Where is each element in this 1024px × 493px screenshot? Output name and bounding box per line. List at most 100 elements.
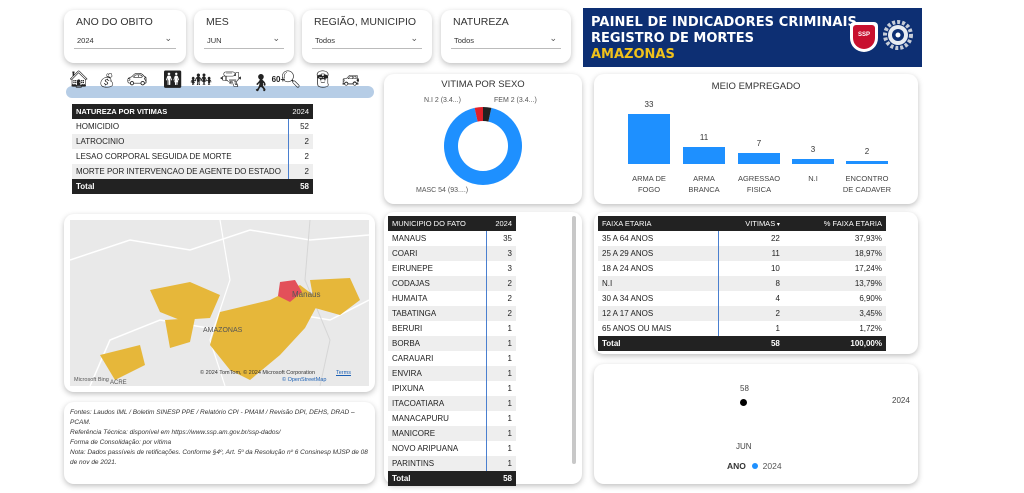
- table-row[interactable]: 12 A 17 ANOS 2 3,45%: [598, 306, 886, 321]
- filter-dropdown[interactable]: Todos ⌄: [312, 33, 422, 49]
- cell-label: NOVO ARIPUANA: [388, 441, 487, 456]
- cell-label: 35 A 64 ANOS: [598, 231, 719, 246]
- bar[interactable]: [792, 159, 834, 164]
- police-icon[interactable]: 👮︎: [312, 70, 334, 89]
- cell-label: MORTE POR INTERVENCAO DE AGENTE DO ESTAD…: [72, 164, 288, 179]
- table-row[interactable]: MANICORE 1: [388, 426, 516, 441]
- map-view[interactable]: Manaus AMAZONAS ACRE © 2024 TomTom, © 20…: [70, 220, 369, 386]
- column-header[interactable]: MUNICIPIO DO FATO: [392, 219, 466, 228]
- table-row[interactable]: MORTE POR INTERVENCAO DE AGENTE DO ESTAD…: [72, 164, 313, 179]
- banner-title-line1: PAINEL DE INDICADORES CRIMINAIS: [591, 15, 857, 30]
- filter-natureza[interactable]: NATUREZA Todos ⌄: [441, 10, 571, 63]
- cell-label: COARI: [388, 246, 487, 261]
- search-person-icon[interactable]: 🔍︎: [280, 70, 302, 89]
- couple-icon[interactable]: 🚻︎: [162, 70, 184, 89]
- total-value: 58: [718, 336, 784, 351]
- cell-label: 65 ANOS OU MAIS: [598, 321, 719, 336]
- cell-value: 2: [287, 134, 313, 149]
- chevron-down-icon[interactable]: ⌄: [272, 33, 280, 43]
- scatter-legend: ANO 2024: [727, 461, 782, 471]
- notes-referencia: Referência Técnica: disponível em https:…: [70, 429, 281, 436]
- scrollbar[interactable]: [572, 216, 576, 464]
- cell-label: PARINTINS: [388, 456, 487, 471]
- table-row[interactable]: ITACOATIARA 1: [388, 396, 516, 411]
- table-row[interactable]: 25 A 29 ANOS 11 18,97%: [598, 246, 886, 261]
- table-row[interactable]: HOMICIDIO 52: [72, 119, 313, 134]
- weapon-icon[interactable]: 🔫︎: [220, 70, 242, 89]
- cell-label: EIRUNEPE: [388, 261, 487, 276]
- cell-value: 17,24%: [783, 261, 886, 276]
- filter-value: 2024: [77, 36, 94, 45]
- table-total-row: Total 58: [72, 179, 313, 194]
- table-row[interactable]: CODAJAS 2: [388, 276, 516, 291]
- cell-label: BERURI: [388, 321, 487, 336]
- filter-dropdown[interactable]: JUN ⌄: [204, 33, 284, 49]
- cell-label: 12 A 17 ANOS: [598, 306, 719, 321]
- bar[interactable]: [846, 160, 888, 164]
- column-header[interactable]: NATUREZA POR VITIMAS: [76, 107, 168, 116]
- map-osm-link[interactable]: © OpenStreetMap: [282, 377, 327, 383]
- table-row[interactable]: MANAUS 35: [388, 231, 516, 246]
- bar-value-label: 33: [644, 100, 654, 109]
- table-row[interactable]: 65 ANOS OU MAIS 1 1,72%: [598, 321, 886, 336]
- donut-slice-fem[interactable]: [482, 107, 492, 122]
- donut-slice-masc[interactable]: [444, 107, 522, 185]
- donut-slice-ni[interactable]: [474, 107, 484, 122]
- filter-dropdown[interactable]: Todos ⌄: [451, 33, 561, 49]
- cell-value: 1: [485, 321, 516, 336]
- cell-label: 30 A 34 ANOS: [598, 291, 719, 306]
- table-row[interactable]: MANACAPURU 1: [388, 411, 516, 426]
- chevron-down-icon[interactable]: ⌄: [164, 33, 172, 43]
- table-row[interactable]: TABATINGA 2: [388, 306, 516, 321]
- filter-ano-obito[interactable]: ANO DO OBITO 2024 ⌄: [64, 10, 186, 63]
- home-icon[interactable]: 🏠︎: [68, 70, 90, 89]
- column-header-sorted[interactable]: VITIMAS ▾: [718, 216, 784, 231]
- table-row[interactable]: BERURI 1: [388, 321, 516, 336]
- bar[interactable]: [738, 153, 780, 164]
- table-row[interactable]: N.I 8 13,79%: [598, 276, 886, 291]
- municipio-table: MUNICIPIO DO FATO 2024 MANAUS 35 COARI 3 EIR…: [388, 216, 516, 486]
- table-row[interactable]: IPIXUNA 1: [388, 381, 516, 396]
- table-row[interactable]: PARINTINS 1: [388, 456, 516, 471]
- scatter-value-label: 58: [740, 384, 749, 393]
- car-icon[interactable]: 🚗︎: [126, 70, 148, 89]
- money-bag-icon[interactable]: 💰︎: [98, 72, 116, 88]
- table-row[interactable]: NOVO ARIPUANA 1: [388, 441, 516, 456]
- map-terms-link[interactable]: Terms: [336, 370, 351, 376]
- filter-regiao-municipio[interactable]: REGIÃO, MUNICIPIO Todos ⌄: [302, 10, 432, 63]
- chevron-down-icon[interactable]: ⌄: [549, 33, 557, 43]
- table-row[interactable]: HUMAITA 2: [388, 291, 516, 306]
- column-header[interactable]: 2024: [292, 107, 309, 116]
- filter-value: Todos: [315, 36, 336, 45]
- table-header: FAIXA ETARIA VITIMAS ▾ % FAIXA ETARIA: [598, 216, 886, 231]
- table-row[interactable]: 30 A 34 ANOS 4 6,90%: [598, 291, 886, 306]
- bar[interactable]: [628, 114, 670, 164]
- scatter-point[interactable]: [740, 399, 747, 406]
- column-header[interactable]: % FAIXA ETARIA: [823, 219, 882, 228]
- column-header[interactable]: 2024: [495, 219, 512, 228]
- total-value: 58: [288, 179, 313, 194]
- table-row[interactable]: LATROCINIO 2: [72, 134, 313, 149]
- table-row[interactable]: EIRUNEPE 3: [388, 261, 516, 276]
- table-row[interactable]: 18 A 24 ANOS 10 17,24%: [598, 261, 886, 276]
- table-row[interactable]: COARI 3: [388, 246, 516, 261]
- children-icon[interactable]: 👪︎: [190, 70, 212, 89]
- banner-title-line3: AMAZONAS: [591, 47, 675, 62]
- elderly-60-icon[interactable]: 🚶︎60+: [250, 73, 286, 93]
- table-row[interactable]: LESAO CORPORAL SEGUIDA DE MORTE 2: [72, 149, 313, 164]
- table-row[interactable]: BORBA 1: [388, 336, 516, 351]
- chevron-down-icon[interactable]: ⌄: [410, 33, 418, 43]
- table-row[interactable]: ENVIRA 1: [388, 366, 516, 381]
- cell-value: 1: [485, 351, 516, 366]
- cell-label: TABATINGA: [388, 306, 487, 321]
- column-header[interactable]: FAIXA ETARIA: [602, 219, 652, 228]
- table-row[interactable]: CARAUARI 1: [388, 351, 516, 366]
- crashed-car-icon[interactable]: 🚙︎: [342, 72, 360, 88]
- bar[interactable]: [683, 147, 725, 164]
- map-region-manaus: [278, 280, 302, 302]
- map-region-south: [100, 345, 145, 380]
- filter-dropdown[interactable]: 2024 ⌄: [74, 33, 176, 49]
- cell-value: 3,45%: [783, 306, 886, 321]
- table-row[interactable]: 35 A 64 ANOS 22 37,93%: [598, 231, 886, 246]
- filter-mes[interactable]: MES JUN ⌄: [194, 10, 294, 63]
